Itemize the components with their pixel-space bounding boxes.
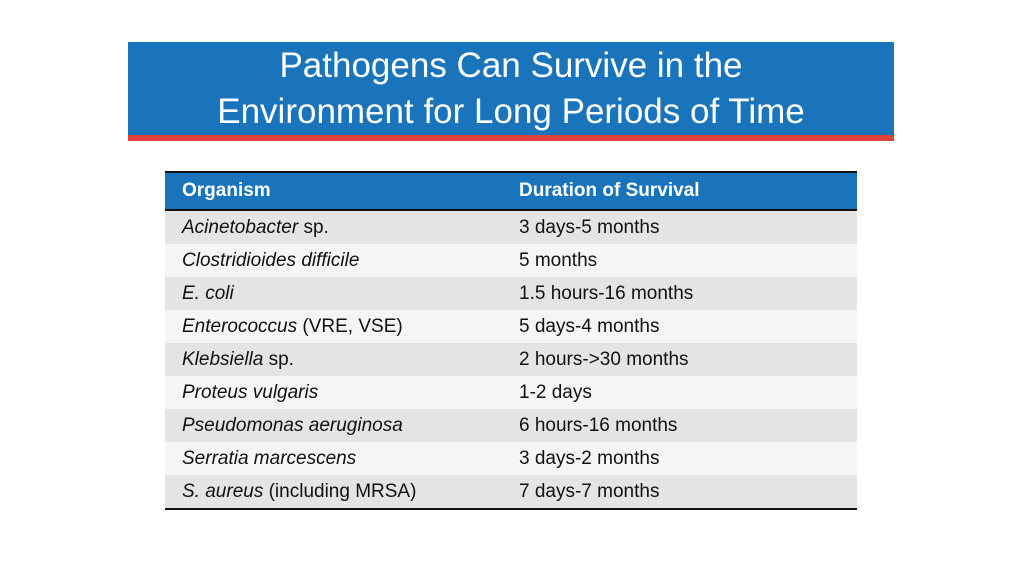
organism-name: Acinetobacter — [182, 216, 299, 238]
organism-name: Klebsiella — [182, 348, 264, 370]
table-row: S. aureus (including MRSA) 7 days-7 mont… — [165, 475, 857, 510]
organism-cell: Pseudomonas aeruginosa — [165, 409, 502, 442]
duration-cell: 6 hours-16 months — [519, 414, 678, 436]
duration-cell: 5 days-4 months — [519, 315, 660, 337]
duration-cell: 3 days-2 months — [519, 447, 660, 469]
table-row: Enterococcus (VRE, VSE) 5 days-4 months — [165, 310, 857, 343]
slide-title-line-1: Pathogens Can Survive in the — [279, 45, 743, 85]
duration-cell: 2 hours->30 months — [519, 348, 689, 370]
table-row: Clostridioides difficile 5 months — [165, 244, 857, 277]
organism-cell: Proteus vulgaris — [165, 376, 502, 409]
organism-name: Serratia marcescens — [182, 447, 357, 469]
organism-cell: E. coli — [165, 277, 502, 310]
organism-name: Clostridioides difficile — [182, 249, 360, 271]
duration-cell: 3 days-5 months — [519, 216, 660, 238]
organism-qualifier: sp. — [298, 216, 329, 238]
organism-cell: S. aureus (including MRSA) — [165, 475, 502, 510]
organism-name: Enterococcus — [182, 315, 298, 337]
organism-cell: Clostridioides difficile — [165, 244, 502, 277]
table-row: Pseudomonas aeruginosa 6 hours-16 months — [165, 409, 857, 442]
duration-cell: 1.5 hours-16 months — [519, 282, 694, 304]
duration-cell: 7 days-7 months — [502, 475, 857, 510]
table-row: Serratia marcescens 3 days-2 months — [165, 442, 857, 475]
title-banner: Pathogens Can Survive in the Environment… — [128, 42, 894, 135]
header-duration: Duration of Survival — [502, 171, 857, 211]
organism-qualifier: (including MRSA) — [263, 480, 417, 502]
header-organism: Organism — [165, 171, 502, 211]
organism-name: Proteus vulgaris — [182, 381, 319, 403]
organism-cell: Acinetobacter sp. — [165, 210, 502, 244]
table-row: Acinetobacter sp. 3 days-5 months — [165, 210, 857, 244]
slide-title-line-2: Environment for Long Periods of Time — [217, 91, 805, 131]
duration-cell: 5 months — [519, 249, 598, 271]
duration-cell: 1-2 days — [519, 381, 592, 403]
organism-name: Pseudomonas aeruginosa — [182, 414, 403, 436]
organism-name: S. aureus — [182, 480, 264, 502]
table-row: E. coli 1.5 hours-16 months — [165, 277, 857, 310]
table-row: Proteus vulgaris 1-2 days — [165, 376, 857, 409]
organism-qualifier: (VRE, VSE) — [297, 315, 403, 337]
organism-cell: Serratia marcescens — [165, 442, 502, 475]
survival-table: Organism Duration of Survival Acinetobac… — [165, 171, 857, 510]
organism-qualifier: sp. — [263, 348, 294, 370]
organism-name: E. coli — [182, 282, 234, 304]
table-row: Klebsiella sp. 2 hours->30 months — [165, 343, 857, 376]
organism-cell: Enterococcus (VRE, VSE) — [165, 310, 502, 343]
title-accent-line — [128, 135, 894, 141]
organism-cell: Klebsiella sp. — [165, 343, 502, 376]
table-header-row: Organism Duration of Survival — [165, 171, 857, 211]
